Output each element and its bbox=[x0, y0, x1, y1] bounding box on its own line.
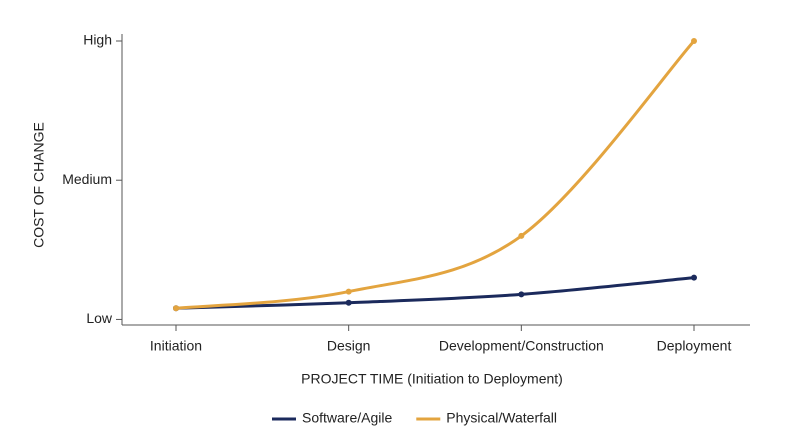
point bbox=[691, 274, 697, 281]
y-tick-label: Medium bbox=[62, 171, 112, 187]
x-tick-label: Initiation bbox=[150, 338, 202, 354]
series-line bbox=[175, 276, 695, 310]
y-axis-label: COST OF CHANGE bbox=[31, 122, 47, 248]
point bbox=[173, 305, 179, 312]
x-axis-label: PROJECT TIME (Initiation to Deployment) bbox=[301, 371, 563, 387]
point bbox=[518, 232, 525, 239]
point bbox=[345, 288, 352, 295]
x-tick-label: Deployment bbox=[657, 338, 732, 354]
legend-label: Physical/Waterfall bbox=[446, 410, 557, 426]
x-tick-label: Design bbox=[327, 338, 371, 354]
y-tick-label: High bbox=[83, 32, 112, 48]
y-tick-label: Low bbox=[86, 310, 113, 326]
point bbox=[691, 38, 697, 44]
point bbox=[518, 291, 525, 298]
legend-label: Software/Agile bbox=[302, 410, 392, 426]
point bbox=[345, 299, 352, 306]
series-line bbox=[175, 40, 696, 310]
x-tick-label: Development/Construction bbox=[439, 338, 604, 354]
